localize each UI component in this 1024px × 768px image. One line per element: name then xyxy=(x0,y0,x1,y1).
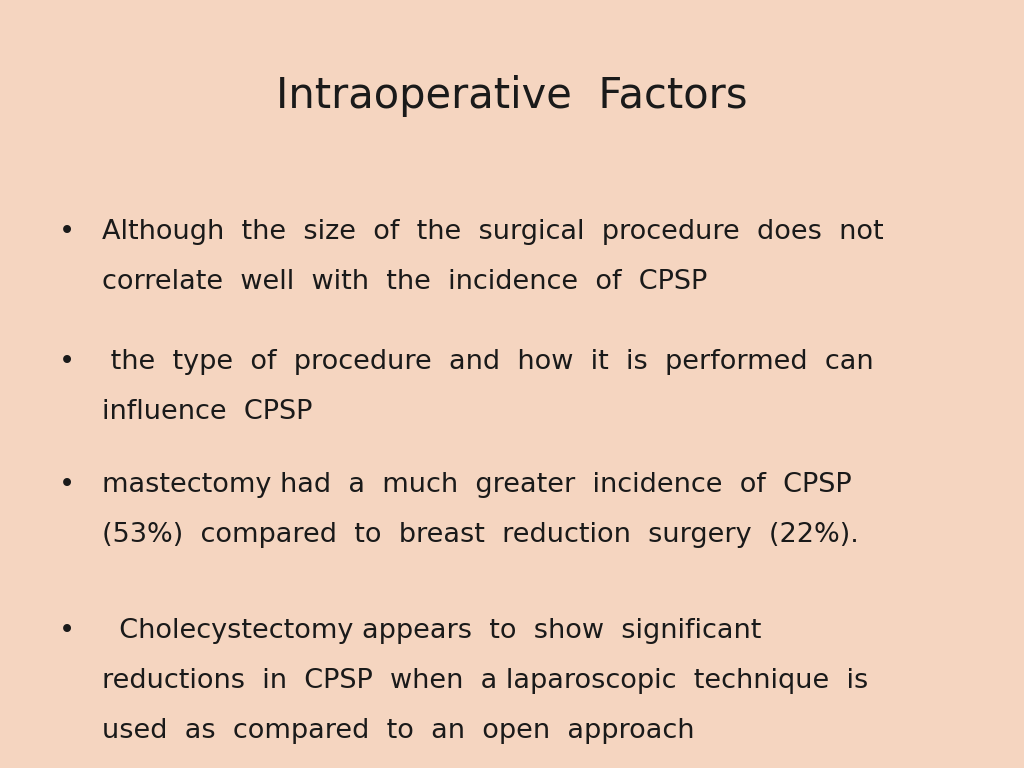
Text: the  type  of  procedure  and  how  it  is  performed  can: the type of procedure and how it is perf… xyxy=(102,349,874,376)
Text: Intraoperative  Factors: Intraoperative Factors xyxy=(276,75,748,117)
Text: correlate  well  with  the  incidence  of  CPSP: correlate well with the incidence of CPS… xyxy=(102,269,708,295)
Text: Cholecystectomy appears  to  show  significant: Cholecystectomy appears to show signific… xyxy=(102,618,762,644)
Text: •: • xyxy=(58,618,75,644)
Text: •: • xyxy=(58,219,75,245)
Text: used  as  compared  to  an  open  approach: used as compared to an open approach xyxy=(102,718,695,744)
Text: Although  the  size  of  the  surgical  procedure  does  not: Although the size of the surgical proced… xyxy=(102,219,884,245)
Text: mastectomy had  a  much  greater  incidence  of  CPSP: mastectomy had a much greater incidence … xyxy=(102,472,852,498)
Text: •: • xyxy=(58,349,75,376)
Text: reductions  in  CPSP  when  a laparoscopic  technique  is: reductions in CPSP when a laparoscopic t… xyxy=(102,668,868,694)
Text: influence  CPSP: influence CPSP xyxy=(102,399,312,425)
Text: •: • xyxy=(58,472,75,498)
Text: (53%)  compared  to  breast  reduction  surgery  (22%).: (53%) compared to breast reduction surge… xyxy=(102,522,859,548)
